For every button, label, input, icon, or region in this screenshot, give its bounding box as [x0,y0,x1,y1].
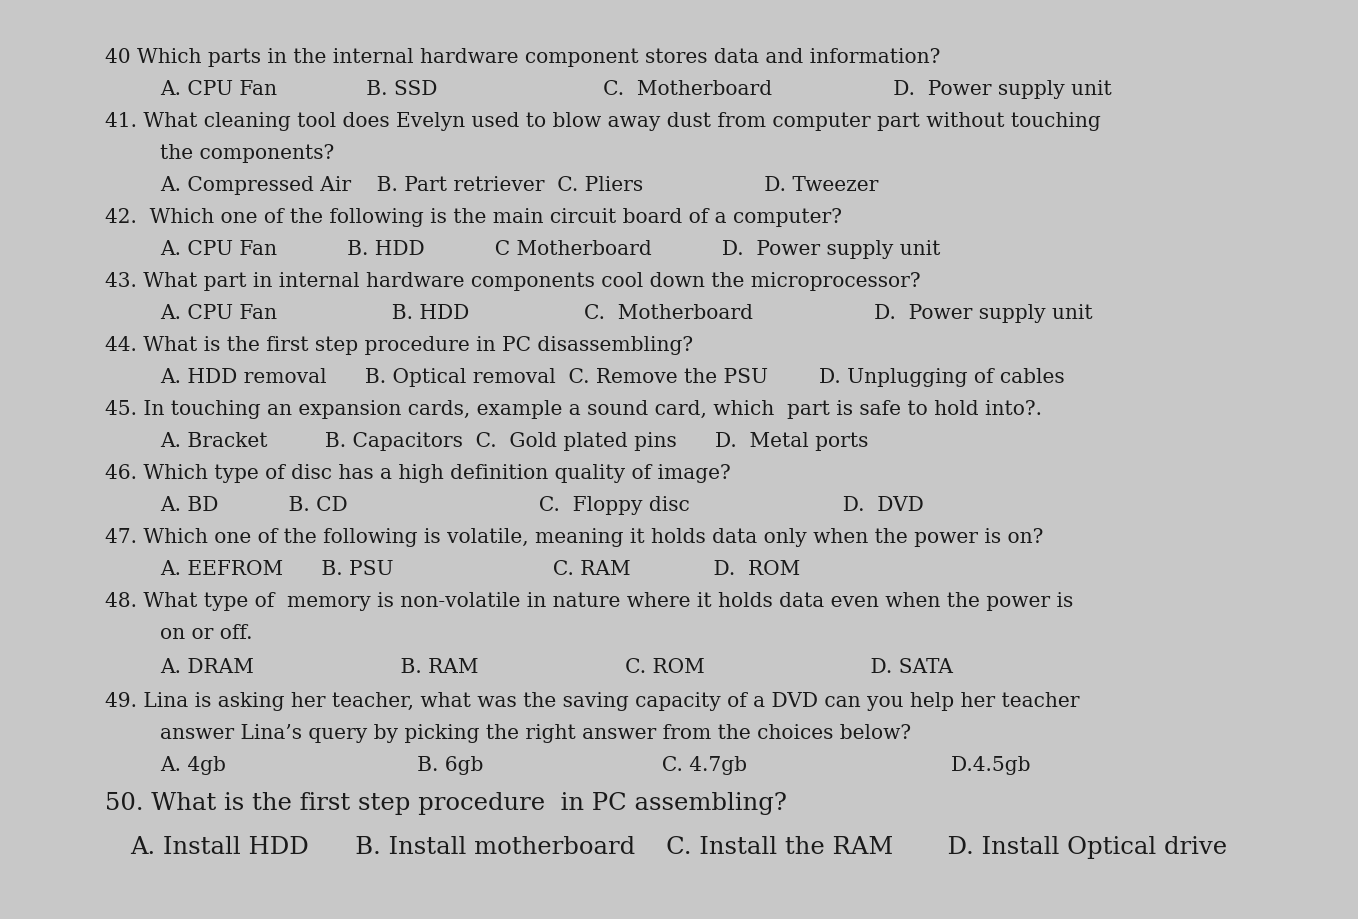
Text: A. BD           B. CD                              C.  Floppy disc              : A. BD B. CD C. Floppy disc [160,495,923,515]
Text: A. CPU Fan              B. SSD                          C.  Motherboard         : A. CPU Fan B. SSD C. Motherboard [160,80,1112,99]
Text: 41. What cleaning tool does Evelyn used to blow away dust from computer part wit: 41. What cleaning tool does Evelyn used … [105,112,1101,130]
Text: 44. What is the first step procedure in PC disassembling?: 44. What is the first step procedure in … [105,335,693,355]
Text: 42.  Which one of the following is the main circuit board of a computer?: 42. Which one of the following is the ma… [105,208,842,227]
Text: 49. Lina is asking her teacher, what was the saving capacity of a DVD can you he: 49. Lina is asking her teacher, what was… [105,691,1080,710]
Text: A. Install HDD      B. Install motherboard    C. Install the RAM       D. Instal: A. Install HDD B. Install motherboard C.… [130,835,1228,858]
Text: A. Bracket         B. Capacitors  C.  Gold plated pins      D.  Metal ports: A. Bracket B. Capacitors C. Gold plated … [160,432,868,450]
Text: A. CPU Fan           B. HDD           C Motherboard           D.  Power supply u: A. CPU Fan B. HDD C Motherboard D. Power… [160,240,940,259]
Text: A. DRAM                       B. RAM                       C. ROM               : A. DRAM B. RAM C. ROM [160,657,953,676]
Text: 47. Which one of the following is volatile, meaning it holds data only when the : 47. Which one of the following is volati… [105,528,1043,547]
Text: A. 4gb                              B. 6gb                            C. 4.7gb  : A. 4gb B. 6gb C. 4.7gb [160,755,1031,774]
Text: A. CPU Fan                  B. HDD                  C.  Motherboard             : A. CPU Fan B. HDD C. Motherboard [160,303,1093,323]
Text: 45. In touching an expansion cards, example a sound card, which  part is safe to: 45. In touching an expansion cards, exam… [105,400,1042,418]
Text: A. EEFROM      B. PSU                         C. RAM             D.  ROM: A. EEFROM B. PSU C. RAM D. ROM [160,560,800,578]
Text: the components?: the components? [160,144,334,163]
Text: 40 Which parts in the internal hardware component stores data and information?: 40 Which parts in the internal hardware … [105,48,940,67]
Text: 43. What part in internal hardware components cool down the microprocessor?: 43. What part in internal hardware compo… [105,272,921,290]
Text: A. Compressed Air    B. Part retriever  C. Pliers                   D. Tweezer: A. Compressed Air B. Part retriever C. P… [160,176,879,195]
Text: A. HDD removal      B. Optical removal  C. Remove the PSU        D. Unplugging o: A. HDD removal B. Optical removal C. Rem… [160,368,1065,387]
Text: on or off.: on or off. [160,623,253,642]
Text: 50. What is the first step procedure  in PC assembling?: 50. What is the first step procedure in … [105,791,786,814]
Text: 46. Which type of disc has a high definition quality of image?: 46. Which type of disc has a high defini… [105,463,731,482]
Text: 48. What type of  memory is non-volatile in nature where it holds data even when: 48. What type of memory is non-volatile … [105,591,1073,610]
Text: answer Lina’s query by picking the right answer from the choices below?: answer Lina’s query by picking the right… [160,723,911,743]
